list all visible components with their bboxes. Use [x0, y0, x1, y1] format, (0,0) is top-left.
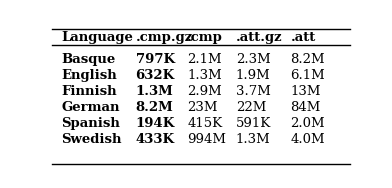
Text: .cmp: .cmp — [187, 31, 223, 44]
Text: 797K: 797K — [136, 53, 175, 66]
Text: 1.3M: 1.3M — [236, 133, 270, 146]
Text: 23M: 23M — [187, 101, 218, 114]
Text: 2.3M: 2.3M — [236, 53, 270, 66]
Text: 433K: 433K — [136, 133, 175, 146]
Text: Basque: Basque — [61, 53, 115, 66]
Text: 4.0M: 4.0M — [290, 133, 325, 146]
Text: 1.3M: 1.3M — [187, 69, 222, 82]
Text: 2.9M: 2.9M — [187, 85, 222, 98]
Text: English: English — [61, 69, 117, 82]
Text: 1.9M: 1.9M — [236, 69, 270, 82]
Text: 6.1M: 6.1M — [290, 69, 325, 82]
Text: 1.3M: 1.3M — [136, 85, 173, 98]
Text: .att: .att — [290, 31, 316, 44]
Text: 13M: 13M — [290, 85, 321, 98]
Text: 994M: 994M — [187, 133, 226, 146]
Text: 84M: 84M — [290, 101, 321, 114]
Text: 2.1M: 2.1M — [187, 53, 222, 66]
Text: 415K: 415K — [187, 117, 222, 130]
Text: 632K: 632K — [136, 69, 175, 82]
Text: 3.7M: 3.7M — [236, 85, 271, 98]
Text: Swedish: Swedish — [61, 133, 122, 146]
Text: German: German — [61, 101, 120, 114]
Text: Language: Language — [61, 31, 133, 44]
Text: Finnish: Finnish — [61, 85, 117, 98]
Text: 2.0M: 2.0M — [290, 117, 325, 130]
Text: .att.gz: .att.gz — [236, 31, 283, 44]
Text: 591K: 591K — [236, 117, 271, 130]
Text: 22M: 22M — [236, 101, 266, 114]
Text: 8.2M: 8.2M — [290, 53, 325, 66]
Text: 194K: 194K — [136, 117, 175, 130]
Text: .cmp.gz: .cmp.gz — [136, 31, 193, 44]
Text: 8.2M: 8.2M — [136, 101, 173, 114]
Text: Spanish: Spanish — [61, 117, 120, 130]
